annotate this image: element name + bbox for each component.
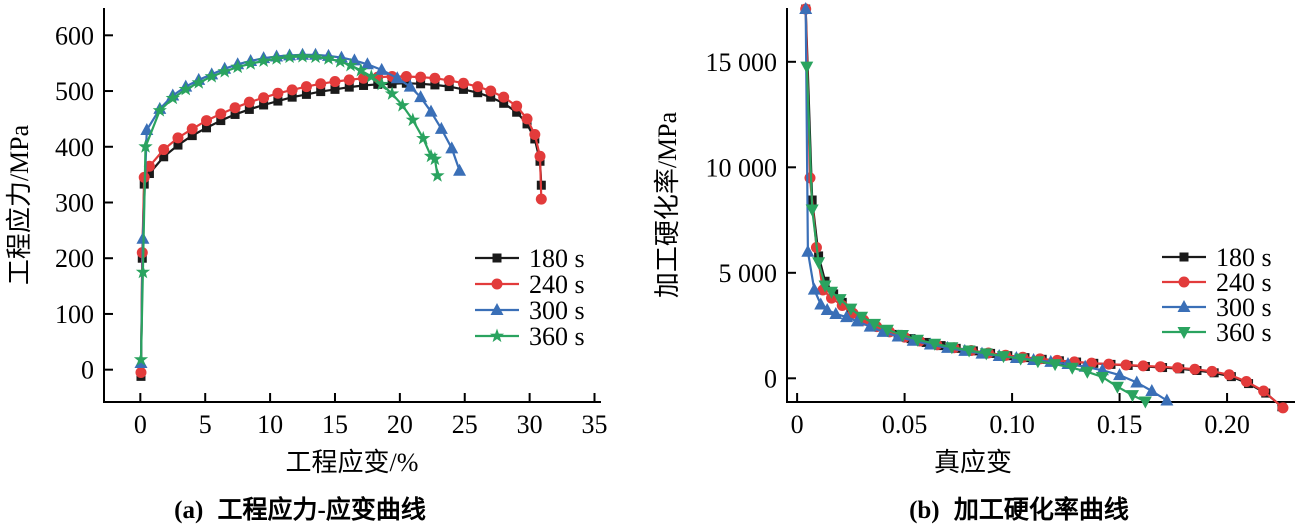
x-tick-label: 20	[387, 410, 413, 439]
legend-item-180s: 180 s	[475, 244, 585, 273]
chart-b-caption-text: 加工硬化率曲线	[953, 495, 1129, 524]
legend-label: 360 s	[529, 322, 585, 351]
series-markers-240s	[135, 71, 547, 378]
chart-a-plot: 0 5 10 15 20 25 30 35 0 100 200 300 400 500 600 180 s24…	[55, 8, 608, 439]
chart-b-caption: (b) 加工硬化率曲线	[909, 495, 1129, 524]
series-markers-240s	[800, 3, 1289, 414]
chart-b: 0 0.05 0.10 0.15 0.20 0 5 000 10 000 15 000 180 s…	[653, 2, 1295, 524]
y-tick-label: 600	[55, 21, 94, 50]
chart-a: 0 5 10 15 20 25 30 35 0 100 200 300 400 500 600 180 s24…	[5, 8, 608, 524]
chart-a-y-axis-title: 工程应力/MPa	[5, 124, 34, 285]
chart-b-y-axis-title: 加工硬化率/MPa	[653, 111, 682, 298]
legend-label: 240 s	[529, 270, 585, 299]
legend-marker-triangle-up-icon	[1177, 300, 1191, 312]
chart-a-caption: (a) 工程应力-应变曲线	[174, 495, 426, 524]
y-tick-label: 15 000	[706, 48, 778, 77]
y-tick-label: 200	[55, 244, 94, 273]
x-tick-label: 0	[791, 410, 804, 439]
legend-label: 240 s	[1216, 268, 1272, 297]
y-tick-label: 500	[55, 77, 94, 106]
y-tick-label: 10 000	[706, 153, 778, 182]
series-line-360s	[805, 66, 1146, 403]
chart-a-caption-text: 工程应力-应变曲线	[218, 495, 426, 524]
x-tick-label: 25	[452, 410, 478, 439]
legend-label: 180 s	[529, 244, 585, 273]
series-line-180s	[139, 82, 543, 377]
x-tick-label: 35	[582, 410, 608, 439]
legend-marker-square-icon	[1179, 252, 1189, 262]
legend-label: 360 s	[1216, 318, 1272, 347]
series-line-360s	[139, 55, 439, 360]
legend-item-180s: 180 s	[1162, 243, 1272, 272]
legend-label: 180 s	[1216, 243, 1272, 272]
legend-item-360s: 360 s	[475, 322, 585, 351]
series-line-240s	[139, 75, 543, 373]
legend-item-240s: 240 s	[475, 270, 585, 299]
x-tick-label: 0.20	[1204, 410, 1250, 439]
chart-a-x-axis-title: 工程应变/%	[286, 448, 419, 477]
chart-a-axes-spines	[103, 8, 601, 403]
series-markers-180s	[801, 4, 1287, 412]
chart-b-x-axis-title: 真应变	[934, 448, 1012, 477]
x-tick-label: 15	[322, 410, 348, 439]
y-tick-label: 300	[55, 188, 94, 217]
y-tick-label: 100	[55, 300, 94, 329]
y-tick-label: 0	[81, 356, 94, 385]
chart-b-plot: 0 0.05 0.10 0.15 0.20 0 5 000 10 000 15 000 180 s…	[706, 2, 1295, 439]
chart-b-caption-prefix: (b)	[909, 497, 940, 524]
series-line-180s	[804, 9, 1283, 408]
legend-item-360s: 360 s	[1162, 318, 1272, 347]
series-markers-360s	[800, 61, 1152, 409]
x-tick-label: 10	[257, 410, 283, 439]
legend-label: 300 s	[529, 296, 585, 325]
legend-marker-star-icon	[489, 328, 505, 343]
x-tick-label: 5	[199, 410, 212, 439]
series-line-240s	[804, 9, 1284, 409]
series-line-300s	[139, 53, 461, 364]
x-tick-label: 30	[517, 410, 543, 439]
series-markers-300s	[799, 2, 1174, 406]
series-markers-360s	[133, 49, 445, 366]
legend-item-300s: 300 s	[475, 296, 585, 325]
y-tick-label: 400	[55, 133, 94, 162]
x-tick-label: 0	[134, 410, 147, 439]
x-tick-label: 0.10	[989, 410, 1035, 439]
legend-item-300s: 300 s	[1162, 293, 1272, 322]
legend-marker-square-icon	[492, 253, 502, 263]
legend-marker-triangle-up-icon	[490, 303, 504, 315]
chart-a-caption-prefix: (a)	[174, 497, 203, 524]
legend-marker-circle-icon	[491, 278, 503, 290]
legend-item-240s: 240 s	[1162, 268, 1272, 297]
legend-label: 300 s	[1216, 293, 1272, 322]
y-tick-label: 0	[764, 364, 777, 393]
x-tick-label: 0.15	[1097, 410, 1143, 439]
series-line-300s	[804, 9, 1168, 402]
legend-marker-triangle-down-icon	[1177, 327, 1191, 339]
legend-marker-circle-icon	[1178, 276, 1190, 288]
chart-b-axes-spines	[786, 8, 1295, 403]
x-tick-label: 0.05	[882, 410, 928, 439]
y-tick-label: 5 000	[719, 259, 778, 288]
